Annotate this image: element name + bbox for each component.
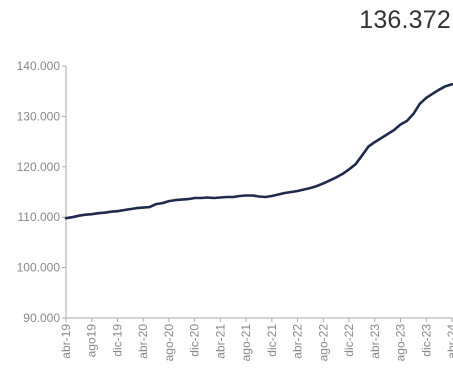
y-tick-label: 140.000 xyxy=(17,59,61,73)
x-tick-label: abr-22 xyxy=(291,324,305,359)
x-tick-label: ago-22 xyxy=(316,324,330,362)
x-tick-label: abr-23 xyxy=(368,324,382,359)
x-tick-label: dic-23 xyxy=(419,324,433,357)
x-tick-label: ago-21 xyxy=(239,324,253,362)
y-tick-label: 120.000 xyxy=(17,160,61,174)
x-tick-label: dic-22 xyxy=(342,324,356,357)
x-tick-label: ago19 xyxy=(85,324,99,358)
series-line xyxy=(64,83,453,220)
y-axis: 90.000 100.000 110.000 120.000 130.000 140.00… xyxy=(17,59,67,325)
plot-area xyxy=(64,83,453,220)
y-tick-label: 100.000 xyxy=(17,261,61,275)
x-tick-label: dic-20 xyxy=(188,324,202,357)
y-tick-label: 90.000 xyxy=(23,311,60,325)
x-tick-label: dic-19 xyxy=(110,324,124,357)
x-tick-label: ago-20 xyxy=(162,324,176,362)
y-tick-label: 130.000 xyxy=(17,109,61,123)
x-tick-label: abr-19 xyxy=(59,324,73,359)
x-tick-label: ago-23 xyxy=(394,324,408,362)
x-axis: abr-19 ago19 dic-19 abr-20 ago-20 dic-20 abr-2… xyxy=(59,317,453,362)
x-tick-label: abr-20 xyxy=(136,324,150,359)
x-tick-label: abr-21 xyxy=(213,324,227,359)
y-tick-label: 110.000 xyxy=(18,210,61,224)
x-tick-label: abr-24 xyxy=(445,324,453,359)
headline-value: 136.372 xyxy=(359,6,451,34)
x-tick-label: dic-21 xyxy=(265,324,279,357)
